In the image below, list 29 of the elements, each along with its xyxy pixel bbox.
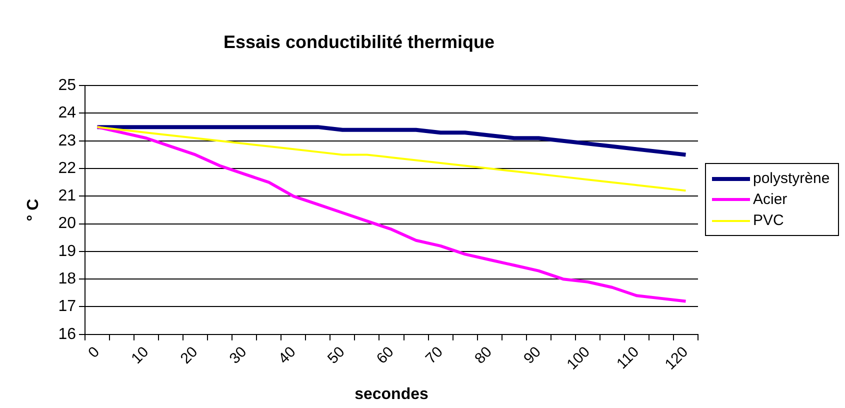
y-tick-label: 21 <box>58 188 76 205</box>
x-tick-label: 110 <box>614 343 642 372</box>
y-tick-label: 22 <box>58 160 76 177</box>
y-tick-label: 18 <box>58 270 76 288</box>
y-tick-label: 24 <box>58 104 76 122</box>
x-axis-title: secondes <box>354 386 429 403</box>
y-axis-title: ° C <box>25 198 42 222</box>
y-tick-label: 20 <box>58 215 76 232</box>
legend-label: Acier <box>753 191 788 208</box>
x-tick-label: 50 <box>324 343 348 368</box>
y-tick-label: 25 <box>58 77 76 94</box>
x-tick-label: 20 <box>177 343 202 368</box>
x-tick-label: 100 <box>564 343 594 374</box>
y-tick-label: 16 <box>58 326 76 343</box>
x-tick-label: 90 <box>520 343 544 368</box>
x-tick-label: 70 <box>422 343 446 368</box>
x-tick-label: 60 <box>373 343 398 368</box>
legend-label: PVC <box>753 212 784 229</box>
y-tick-label: 17 <box>58 298 76 316</box>
chart-title: Essais conductibilité thermique <box>223 32 495 52</box>
x-tick-label: 40 <box>275 343 300 368</box>
x-tick-label: 30 <box>226 343 250 368</box>
x-tick-label: 80 <box>472 343 496 368</box>
y-tick-label: 19 <box>58 242 76 260</box>
y-tick-label: 23 <box>58 132 76 150</box>
x-tick-label: 10 <box>128 343 152 368</box>
legend-label: polystyrène <box>753 170 830 187</box>
x-tick-label: 0 <box>85 343 104 362</box>
x-tick-label: 120 <box>662 343 692 374</box>
